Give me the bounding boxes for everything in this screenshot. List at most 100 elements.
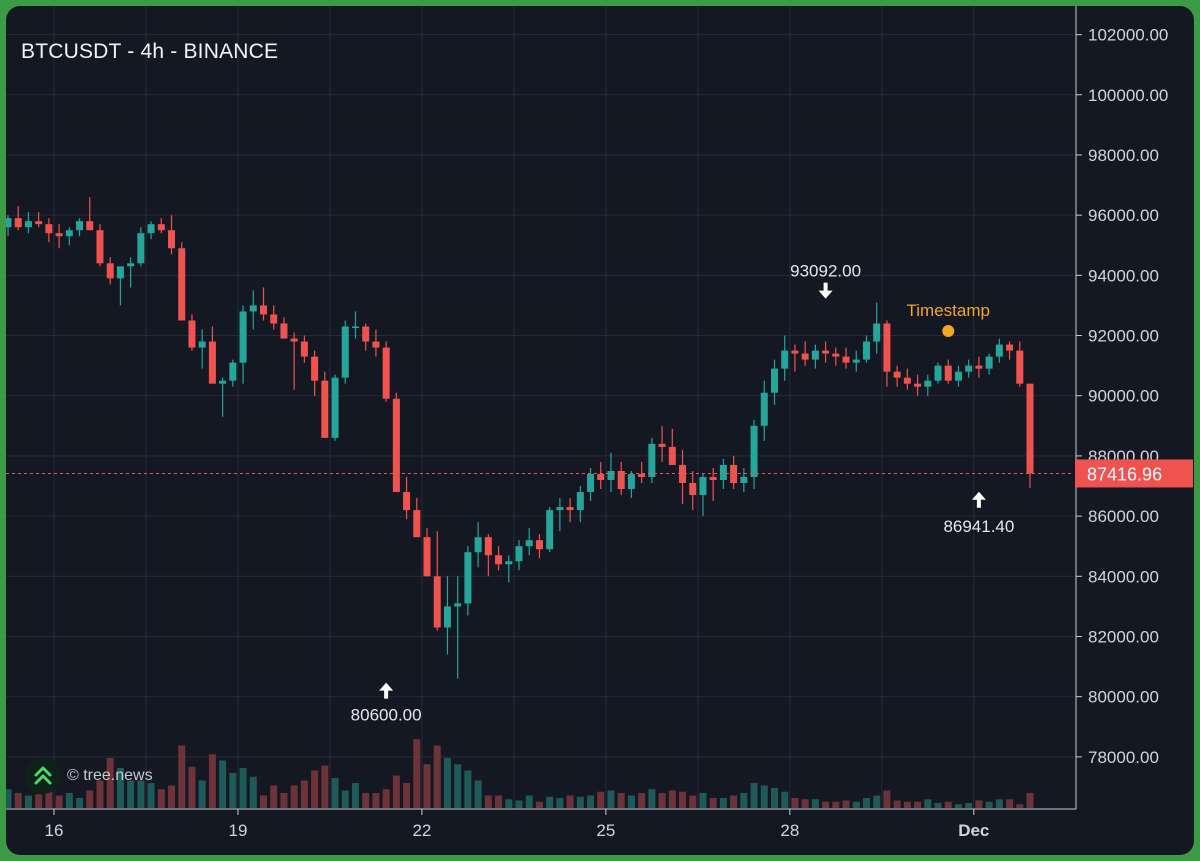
candle-body xyxy=(556,507,564,511)
volume-bar xyxy=(382,789,390,808)
volume-bar xyxy=(219,760,227,808)
grid xyxy=(6,6,1074,809)
watermark-text: © tree.news xyxy=(67,767,153,784)
candle-body xyxy=(300,341,308,357)
price-tick-label: 92000.00 xyxy=(1088,327,1159,346)
volume-bar xyxy=(587,795,595,808)
volume-bar xyxy=(689,795,697,808)
volume-bar xyxy=(515,800,523,808)
volume-bar xyxy=(638,793,646,808)
volume-bar xyxy=(842,800,850,808)
volume-bar xyxy=(852,801,860,808)
candle-body xyxy=(403,492,411,511)
volume-bar xyxy=(617,793,625,808)
candle-body xyxy=(249,305,257,312)
volume-bar xyxy=(679,791,687,808)
volume-bar xyxy=(116,768,124,808)
price-tick-label: 96000.00 xyxy=(1088,206,1159,225)
volume-bar xyxy=(965,803,973,808)
candle-body xyxy=(689,483,697,496)
volume-bar xyxy=(413,739,421,808)
volume-bar xyxy=(822,801,830,808)
volume-bar xyxy=(505,799,513,808)
candle-body xyxy=(106,263,114,279)
candle-body xyxy=(801,353,809,360)
volume-bar xyxy=(760,785,768,808)
volume-bar xyxy=(423,764,431,808)
volume-bar xyxy=(801,799,809,808)
candle-body xyxy=(188,320,196,348)
candle-body xyxy=(311,356,319,381)
volume-bar xyxy=(351,783,359,808)
candle-body xyxy=(995,344,1003,357)
time-tick-label: 25 xyxy=(596,821,615,840)
volume-bar xyxy=(208,754,216,808)
volume-bar xyxy=(648,789,656,808)
volume-bar xyxy=(198,780,206,808)
candle-body xyxy=(270,314,278,324)
candle-body xyxy=(883,323,891,372)
candle-body xyxy=(750,425,758,477)
candle-body xyxy=(137,233,145,264)
candle-body xyxy=(464,552,472,604)
candle-body xyxy=(954,371,962,381)
volume-bar xyxy=(341,790,349,808)
timestamp-label: Timestamp xyxy=(907,301,990,320)
candlestick-chart[interactable]: 93092.00 80600.00 86941.40 Timestamp 102000.… xyxy=(6,6,1194,855)
volume-bar xyxy=(362,793,370,808)
candle-body xyxy=(35,221,43,225)
candle-body xyxy=(260,305,267,315)
candle-body xyxy=(1006,344,1014,351)
candle-body xyxy=(382,347,390,399)
candle-body xyxy=(14,218,22,228)
volume-bar xyxy=(658,793,666,808)
volume-bar xyxy=(1006,799,1014,808)
volume-bar xyxy=(147,783,155,808)
candle-body xyxy=(76,221,84,231)
volume-bar xyxy=(740,793,748,808)
candle-body xyxy=(290,338,298,342)
candle-body xyxy=(484,537,492,556)
price-tick-label: 80000.00 xyxy=(1088,688,1159,707)
candle-body xyxy=(127,263,135,267)
time-tick-label: 16 xyxy=(45,821,64,840)
volume-bar xyxy=(188,766,196,808)
price-tick-label: 84000.00 xyxy=(1088,567,1159,586)
candle-body xyxy=(924,380,932,387)
candle-body xyxy=(65,230,73,237)
volume-bar xyxy=(433,745,441,808)
price-tick-label: 78000.00 xyxy=(1088,748,1159,767)
candle-body xyxy=(914,383,922,387)
candle-body xyxy=(239,311,247,363)
candle-body xyxy=(443,606,451,628)
candle-body xyxy=(771,368,778,393)
candle-body xyxy=(576,492,584,511)
candles xyxy=(6,197,1034,679)
volume-bar xyxy=(484,795,492,808)
candle-body xyxy=(781,350,789,369)
candle-body xyxy=(627,473,635,490)
candle-body xyxy=(719,464,727,480)
candle-body xyxy=(331,377,339,438)
time-tick-label: 19 xyxy=(228,821,247,840)
volume-bar xyxy=(985,801,993,808)
candle-body xyxy=(24,221,32,228)
candle-body xyxy=(934,365,942,381)
volume-bar xyxy=(443,758,451,808)
candle-body xyxy=(699,476,707,496)
candle-body xyxy=(372,341,380,348)
candle-body xyxy=(219,380,227,384)
volume-bar xyxy=(45,791,53,808)
candle-body xyxy=(862,341,870,360)
volume-bar xyxy=(934,803,942,808)
candle-body xyxy=(147,224,155,234)
candle-body xyxy=(1026,383,1034,474)
candle-body xyxy=(6,218,12,228)
volume-bar xyxy=(954,804,962,808)
candle-body xyxy=(229,362,237,381)
candle-body xyxy=(157,224,165,231)
high-arrow-icon xyxy=(818,282,833,299)
candle-body xyxy=(617,470,625,490)
volume-bar xyxy=(903,801,911,808)
volume-bar xyxy=(627,795,635,808)
